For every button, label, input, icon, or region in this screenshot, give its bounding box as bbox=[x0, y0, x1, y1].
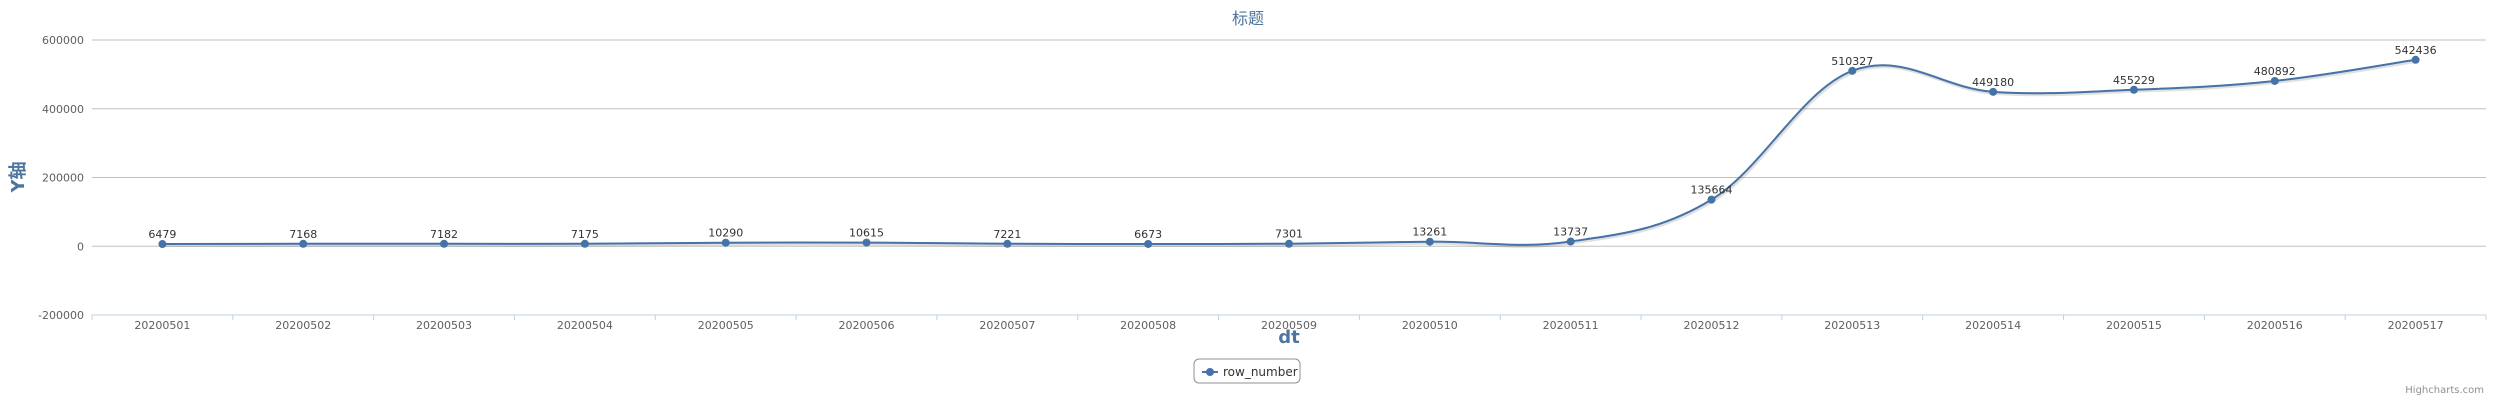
x-axis-title: dt bbox=[1278, 327, 1300, 348]
x-tick-label: 20200510 bbox=[1402, 319, 1458, 332]
y-tick-label: 0 bbox=[77, 240, 84, 253]
y-tick-label: 600000 bbox=[42, 34, 84, 47]
data-label: 480892 bbox=[2254, 65, 2296, 78]
y-axis-ticks: -200000 0 200000 400000 600000 bbox=[38, 34, 84, 322]
data-label: 10615 bbox=[849, 227, 884, 240]
data-label: 7221 bbox=[993, 228, 1021, 241]
data-point[interactable] bbox=[158, 240, 167, 249]
data-point[interactable] bbox=[1989, 87, 1998, 96]
x-tick-label: 20200507 bbox=[979, 319, 1035, 332]
series-row-number bbox=[158, 55, 2420, 249]
x-tick-label: 20200517 bbox=[2388, 319, 2444, 332]
data-label: 542436 bbox=[2395, 44, 2437, 57]
data-label: 13261 bbox=[1412, 226, 1447, 239]
data-point[interactable] bbox=[2129, 85, 2138, 94]
credits[interactable]: Highcharts.com bbox=[2405, 385, 2484, 396]
data-label: 455229 bbox=[2113, 74, 2155, 87]
data-point[interactable] bbox=[1425, 237, 1434, 246]
data-point[interactable] bbox=[1003, 239, 1012, 248]
data-point[interactable] bbox=[862, 238, 871, 247]
legend[interactable]: row_number bbox=[1193, 358, 1301, 384]
data-label: 135664 bbox=[1690, 184, 1732, 197]
data-point[interactable] bbox=[721, 238, 730, 247]
x-tick-label: 20200505 bbox=[698, 319, 754, 332]
y-tick-label: -200000 bbox=[38, 309, 84, 322]
data-point[interactable] bbox=[440, 239, 449, 248]
data-label: 7301 bbox=[1275, 228, 1303, 241]
legend-marker-icon bbox=[1206, 368, 1214, 376]
data-point[interactable] bbox=[299, 239, 308, 248]
x-tick-label: 20200515 bbox=[2106, 319, 2162, 332]
series-line-shadow bbox=[163, 58, 2417, 248]
data-point[interactable] bbox=[1848, 66, 1857, 75]
x-tick-label: 20200514 bbox=[1965, 319, 2021, 332]
data-point[interactable] bbox=[1566, 237, 1575, 246]
chart-title: 标题 bbox=[1232, 9, 1264, 28]
data-point[interactable] bbox=[2411, 55, 2420, 64]
y-axis-title: Y轴 bbox=[7, 161, 29, 193]
x-tick-label: 20200512 bbox=[1683, 319, 1739, 332]
data-point[interactable] bbox=[1707, 195, 1716, 204]
x-tick-label: 20200506 bbox=[839, 319, 895, 332]
series-line bbox=[162, 58, 2416, 246]
data-label: 7175 bbox=[571, 228, 599, 241]
data-label: 449180 bbox=[1972, 76, 2014, 89]
x-tick-label: 20200516 bbox=[2247, 319, 2303, 332]
x-tick-label: 20200503 bbox=[416, 319, 472, 332]
x-tick-label: 20200501 bbox=[134, 319, 190, 332]
legend-box bbox=[1193, 358, 1301, 384]
x-axis-ticks: 20200501 20200502 20200503 20200504 20200505… bbox=[91, 315, 2487, 332]
data-label: 10290 bbox=[708, 227, 743, 240]
y-tick-label: 400000 bbox=[42, 103, 84, 116]
data-label: 7182 bbox=[430, 228, 458, 241]
data-labels: 6479 7168 7182 7175 10290 10615 7221 6673 7301 13… bbox=[148, 44, 2436, 241]
data-label: 6479 bbox=[148, 228, 176, 241]
data-point[interactable] bbox=[580, 239, 589, 248]
data-point[interactable] bbox=[2270, 76, 2279, 85]
data-label: 6673 bbox=[1134, 228, 1162, 241]
x-tick-label: 20200509 bbox=[1261, 319, 1317, 332]
data-point[interactable] bbox=[1285, 239, 1293, 248]
x-tick-label: 20200502 bbox=[275, 319, 331, 332]
x-tick-label: 20200508 bbox=[1120, 319, 1176, 332]
legend-item-row-number[interactable]: row_number bbox=[1223, 365, 1298, 379]
data-label: 7168 bbox=[289, 228, 317, 241]
data-point[interactable] bbox=[1144, 239, 1153, 248]
x-tick-label: 20200511 bbox=[1543, 319, 1599, 332]
data-label: 13737 bbox=[1553, 226, 1588, 239]
x-tick-label: 20200504 bbox=[557, 319, 613, 332]
y-tick-label: 200000 bbox=[42, 172, 84, 185]
x-tick-label: 20200513 bbox=[1824, 319, 1880, 332]
data-label: 510327 bbox=[1831, 55, 1873, 68]
